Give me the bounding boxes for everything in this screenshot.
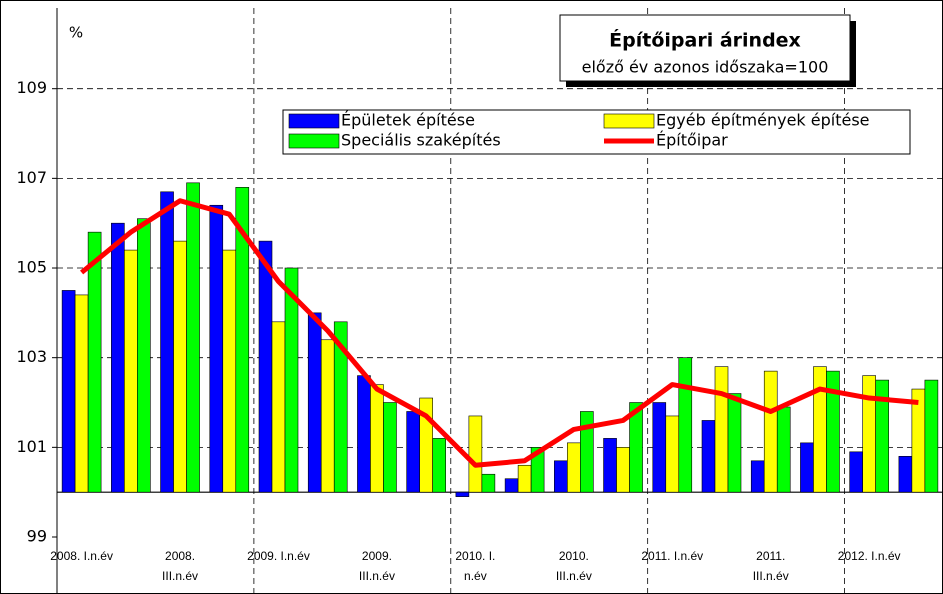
legend-box xyxy=(282,109,911,155)
bar xyxy=(406,411,420,493)
bar xyxy=(875,379,889,493)
bar xyxy=(235,187,250,493)
bar xyxy=(530,447,545,493)
bar xyxy=(258,240,273,493)
bar xyxy=(567,442,581,493)
x-tick-label: 2011. I.n.év xyxy=(641,549,704,563)
bar xyxy=(173,240,187,493)
bar xyxy=(160,191,174,493)
bar xyxy=(665,415,680,493)
bar xyxy=(333,321,348,493)
x-tick-label: 2008. I.n.év xyxy=(50,549,113,563)
x-tick-label: 2010. I. n.év xyxy=(455,549,496,583)
chart-subtitle: előző év azonos időszaka=100 xyxy=(582,58,829,77)
bar xyxy=(209,204,224,493)
bar xyxy=(603,438,617,493)
bar xyxy=(629,402,643,493)
y-axis-label: % xyxy=(69,24,83,42)
bar xyxy=(776,406,791,493)
bar xyxy=(186,182,200,493)
bar xyxy=(504,478,519,493)
bar xyxy=(87,231,102,493)
y-tick-label: 99 xyxy=(27,527,47,546)
legend-swatch xyxy=(288,113,340,129)
bar xyxy=(124,249,138,493)
bar xyxy=(826,370,840,493)
bar xyxy=(554,460,568,493)
bar xyxy=(727,393,742,493)
legend-label: Épületek építése xyxy=(341,111,475,130)
bar xyxy=(74,294,89,493)
bar xyxy=(284,267,299,493)
line xyxy=(80,198,919,468)
bar xyxy=(370,384,384,493)
bar xyxy=(800,442,814,493)
bar xyxy=(455,491,470,497)
bar xyxy=(61,290,76,493)
bar xyxy=(763,370,778,493)
x-tick-label: 2008. III.n.év xyxy=(162,549,199,583)
bar xyxy=(271,321,286,493)
bar xyxy=(813,366,827,493)
bar xyxy=(111,222,125,493)
legend-swatch xyxy=(603,113,655,129)
bar xyxy=(320,339,335,493)
bar xyxy=(924,379,939,493)
x-tick-label: 2009. I.n.év xyxy=(247,549,310,563)
y-tick-label: 101 xyxy=(16,437,47,456)
x-tick-label: 2009. III.n.év xyxy=(358,549,395,583)
bar xyxy=(307,312,322,493)
bar xyxy=(701,420,716,493)
x-tick-label: 2012. I.n.év xyxy=(837,549,901,563)
x-tick-label: 2011. III.n.év xyxy=(752,549,789,583)
legend-label: Speciális szaképítés xyxy=(341,131,501,150)
legend-label: Építőipar xyxy=(656,131,728,150)
bar xyxy=(580,411,594,493)
legend-swatch xyxy=(288,133,340,149)
bar xyxy=(750,460,765,493)
bar xyxy=(898,456,913,493)
bar xyxy=(652,402,667,493)
x-tick-label: 2010. III.n.év xyxy=(555,549,592,583)
chart-title: Építőipari árindex xyxy=(609,29,801,52)
bar xyxy=(862,375,876,493)
y-tick-label: 109 xyxy=(16,78,47,97)
bar xyxy=(517,464,532,493)
bar xyxy=(222,249,237,493)
bar xyxy=(357,375,371,493)
bar xyxy=(678,357,693,493)
bar xyxy=(383,402,397,493)
bar xyxy=(849,451,863,493)
bar xyxy=(481,473,496,493)
bar xyxy=(137,218,151,493)
bar xyxy=(714,366,729,493)
title-box xyxy=(559,14,851,82)
bar xyxy=(468,415,483,493)
y-tick-label: 105 xyxy=(16,258,47,277)
y-tick-label: 107 xyxy=(16,168,47,187)
legend-label: Egyéb építmények építése xyxy=(656,111,870,130)
bar xyxy=(432,438,446,493)
y-tick-label: 103 xyxy=(16,347,47,366)
bar xyxy=(616,447,630,493)
